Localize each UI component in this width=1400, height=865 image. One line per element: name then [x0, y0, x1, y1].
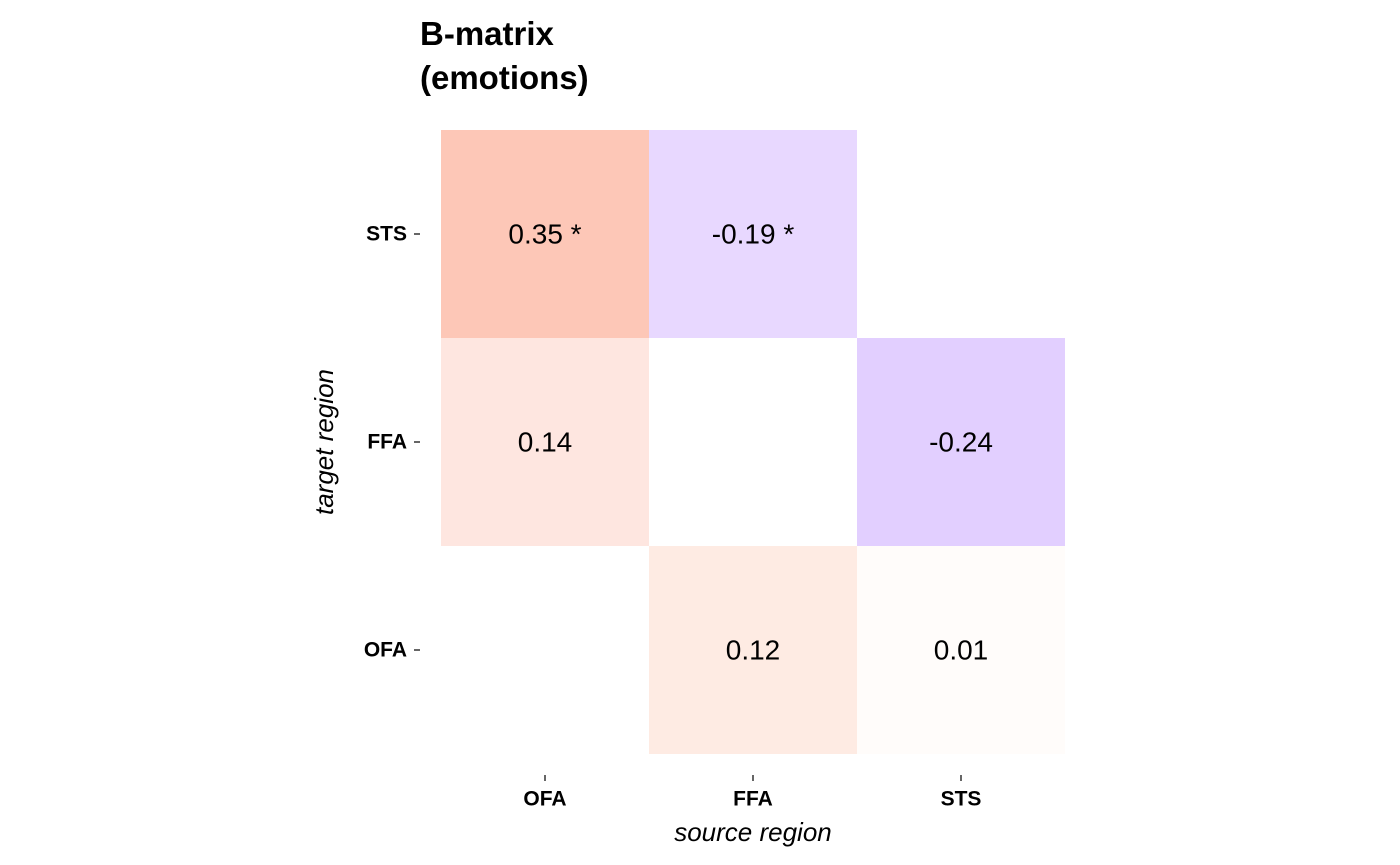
heatmap-cell: [441, 338, 649, 546]
heatmap-cell: [857, 338, 1065, 546]
x-tick-label: FFA: [733, 788, 773, 811]
y-tick-label: FFA: [367, 431, 407, 454]
heatmap-cell: [857, 546, 1065, 754]
cell-label: -0.24: [929, 426, 993, 457]
cell-label: 0.14: [518, 426, 573, 457]
y-axis-label: target region: [309, 369, 339, 515]
chart-title: B-matrix (emotions): [420, 15, 589, 96]
y-tick-label: STS: [366, 223, 407, 246]
heatmap-cell: [649, 546, 857, 754]
heatmap-cell: [441, 130, 649, 338]
heatmap-cell: [649, 130, 857, 338]
y-tick-label: OFA: [364, 639, 407, 662]
x-tick-label: OFA: [523, 788, 566, 811]
cell-label: 0.12: [726, 634, 781, 665]
cell-label: -0.19 *: [712, 218, 795, 249]
cell-label: 0.01: [934, 634, 989, 665]
x-axis-label: source region: [674, 817, 832, 847]
x-tick-label: STS: [941, 788, 982, 811]
cell-label: 0.35 *: [508, 218, 581, 249]
